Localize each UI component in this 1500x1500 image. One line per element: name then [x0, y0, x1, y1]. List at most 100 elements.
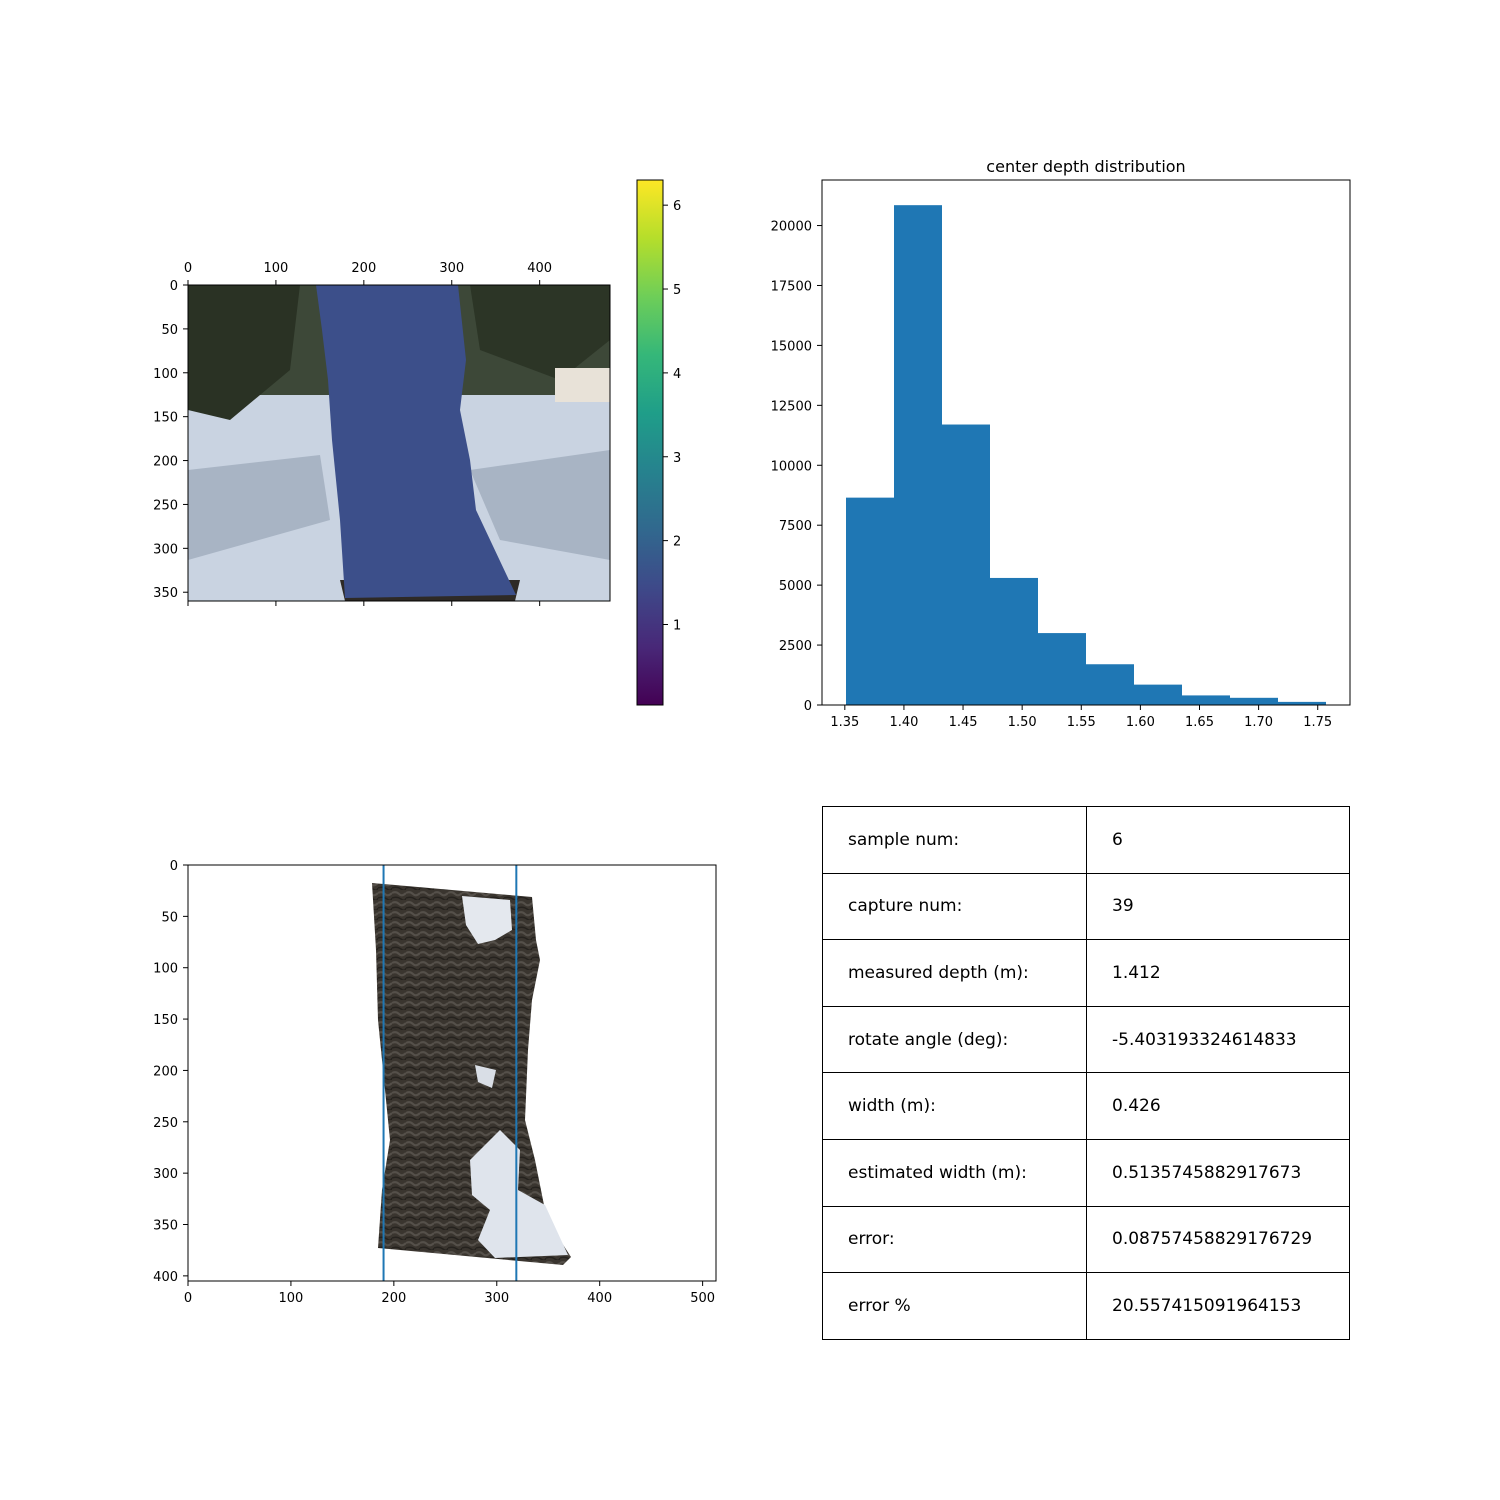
x-tick-label: 400 — [587, 1291, 612, 1306]
histogram-bar — [1038, 633, 1086, 705]
y-tick-label: 250 — [153, 1116, 178, 1131]
table-label: rotate angle (deg): — [822, 1005, 1087, 1074]
x-tick-label: 0 — [184, 1291, 192, 1306]
histogram-title: center depth distribution — [986, 157, 1185, 176]
table-row: capture num: 39 — [822, 872, 1350, 941]
y-tick-label: 100 — [153, 962, 178, 977]
colorbar-tick-label: 2 — [673, 535, 681, 550]
table-value: 0.08757458829176729 — [1086, 1205, 1350, 1274]
histogram-bar — [942, 424, 990, 705]
histogram-bar — [990, 577, 1038, 705]
y-tick-label: 5000 — [779, 579, 812, 594]
snow-patch-mid — [475, 1065, 496, 1088]
y-tick-label: 2500 — [779, 639, 812, 654]
y-tick-label: 7500 — [779, 519, 812, 534]
histogram-bar — [846, 497, 894, 705]
table-label: width (m): — [822, 1072, 1087, 1140]
y-tick-label: 0 — [804, 699, 812, 714]
x-tick-label: 500 — [690, 1291, 715, 1306]
x-tick-label: 100 — [279, 1291, 304, 1306]
colorbar-gradient — [636, 179, 664, 706]
y-tick-label: 17500 — [771, 279, 812, 294]
histogram-bar — [1278, 701, 1326, 705]
x-tick-label: 200 — [381, 1291, 406, 1306]
histogram-bar — [1134, 684, 1182, 705]
y-tick-label: 200 — [153, 455, 178, 470]
colorbar: 1 2 3 4 5 6 — [636, 179, 681, 706]
table-value: 20.557415091964153 — [1086, 1272, 1350, 1340]
colorbar-tick-label: 3 — [673, 451, 681, 466]
histogram-axes: 1.35 1.40 1.45 1.50 1.55 1.60 1.65 1.70 1.75 0 250… — [771, 220, 1333, 730]
histogram-bar — [1086, 664, 1134, 705]
y-tick-label: 400 — [153, 1270, 178, 1285]
x-tick-label: 300 — [439, 261, 464, 276]
table-value: 0.5135745882917673 — [1086, 1138, 1350, 1207]
colorbar-tick-label: 5 — [673, 283, 681, 298]
y-tick-label: 0 — [170, 279, 178, 294]
x-tick-label: 100 — [264, 261, 289, 276]
x-tick-label: 400 — [527, 261, 552, 276]
colorbar-axis: 1 2 3 4 5 6 — [663, 199, 681, 633]
x-tick-label: 200 — [351, 261, 376, 276]
table-row: error % 20.557415091964153 — [822, 1272, 1350, 1340]
x-tick-label: 1.55 — [1067, 715, 1096, 730]
table-label: measured depth (m): — [822, 939, 1087, 1007]
table-row: error: 0.08757458829176729 — [822, 1205, 1350, 1274]
snow-patch-bottom — [470, 1130, 568, 1258]
trunk-image-panel: 0 100 200 300 400 500 0 50 100 150 200 250 300 350 400 — [153, 859, 717, 1306]
colorbar-tick-label: 6 — [673, 199, 681, 214]
colorbar-tick-label: 1 — [673, 618, 681, 633]
y-tick-label: 200 — [153, 1064, 178, 1079]
trunk-image-axes: 0 100 200 300 400 500 0 50 100 150 200 250 300 350 400 — [153, 859, 715, 1306]
trunk-image — [372, 883, 571, 1265]
y-tick-label: 300 — [153, 1167, 178, 1182]
y-tick-label: 300 — [153, 542, 178, 557]
trunk-vlines — [382, 865, 518, 1281]
y-tick-label: 350 — [153, 1219, 178, 1234]
y-tick-label: 15000 — [771, 339, 812, 354]
table-row: sample num: 6 — [822, 806, 1350, 874]
y-tick-label: 150 — [153, 1013, 178, 1028]
table-value: 0.426 — [1086, 1072, 1350, 1140]
y-tick-label: 50 — [161, 323, 178, 338]
table-value: 1.412 — [1086, 939, 1350, 1007]
y-tick-label: 350 — [153, 586, 178, 601]
table-row: width (m): 0.426 — [822, 1072, 1350, 1140]
histogram-frame — [821, 179, 1351, 706]
table-label: sample num: — [822, 806, 1087, 874]
histogram-bar — [1182, 695, 1230, 705]
depth-image-panel: 0 100 200 300 400 0 50 100 150 200 250 300 350 — [153, 261, 611, 606]
results-table: sample num: 6 capture num: 39 measured depth… — [822, 806, 1350, 1340]
y-tick-label: 250 — [153, 498, 178, 513]
table-label: capture num: — [822, 872, 1087, 941]
table-row: estimated width (m): 0.5135745882917673 — [822, 1138, 1350, 1207]
trunk-image-frame — [187, 864, 717, 1282]
x-tick-label: 1.40 — [889, 715, 918, 730]
y-tick-label: 20000 — [771, 220, 812, 235]
table-label: error: — [822, 1205, 1087, 1274]
table-label: error % — [822, 1272, 1087, 1340]
table-value: 39 — [1086, 872, 1350, 941]
table-label: estimated width (m): — [822, 1138, 1087, 1207]
y-tick-label: 0 — [170, 859, 178, 874]
histogram-bar — [1230, 697, 1278, 705]
histogram-bars — [846, 205, 1326, 705]
y-tick-label: 150 — [153, 411, 178, 426]
histogram-bar — [894, 205, 942, 705]
y-tick-label: 10000 — [771, 459, 812, 474]
x-tick-label: 1.35 — [830, 715, 859, 730]
table-row: measured depth (m): 1.412 — [822, 939, 1350, 1007]
histogram-panel: center depth distribution 1.35 1.40 1.45 1.… — [771, 157, 1351, 730]
x-tick-label: 300 — [484, 1291, 509, 1306]
x-tick-label: 1.45 — [949, 715, 978, 730]
x-tick-label: 1.60 — [1126, 715, 1155, 730]
x-tick-label: 0 — [184, 261, 192, 276]
x-tick-label: 1.65 — [1185, 715, 1214, 730]
table-value: 6 — [1086, 806, 1350, 874]
y-tick-label: 50 — [161, 910, 178, 925]
table-value: -5.403193324614833 — [1086, 1005, 1350, 1074]
x-tick-label: 1.50 — [1008, 715, 1037, 730]
colorbar-tick-label: 4 — [673, 367, 681, 382]
depth-image-frame — [187, 284, 611, 602]
